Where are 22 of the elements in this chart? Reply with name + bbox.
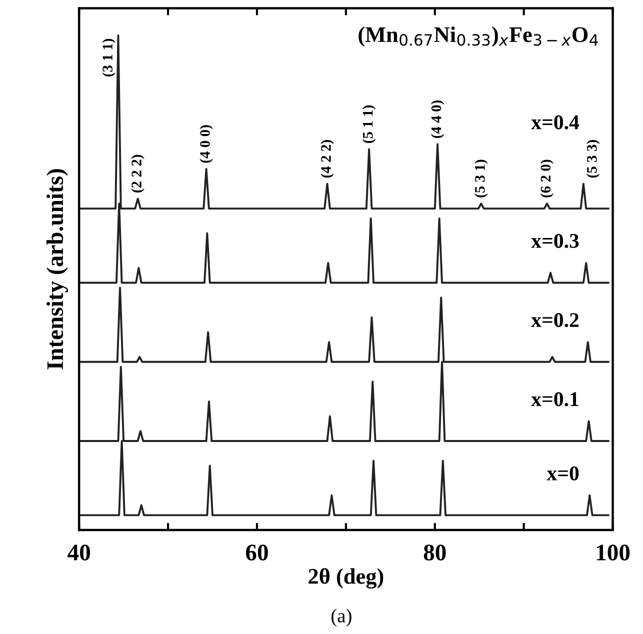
annotation: (3 1 1)	[102, 38, 116, 76]
x-axis-title: 2θ (deg)	[308, 568, 384, 589]
series-label: x=0.2	[531, 313, 579, 328]
text: x=0.4	[531, 115, 580, 130]
annotation: (4 2 2)	[320, 140, 334, 178]
chart-title: (Mn$_{0.67}$Ni$_{0.33}$)$_{x}$Fe$_{3−x}$O$_{4}$	[358, 26, 598, 47]
y-axis-title: Intensity (arb.units)	[46, 169, 68, 370]
series-label: x=0	[546, 466, 579, 480]
annotation: (2 2 2)	[131, 154, 144, 192]
x-tick-label: 80	[424, 544, 446, 561]
annotation: (5 1 1)	[362, 105, 376, 143]
series-label: x=0.3	[531, 234, 579, 248]
x-tick-label: 60	[246, 544, 268, 561]
text: (a)	[331, 608, 352, 626]
annotation: (6 2 0)	[540, 160, 554, 198]
annotation: (5 3 1)	[474, 160, 488, 198]
x-tick-label: 100	[596, 544, 630, 561]
annotation: (4 0 0)	[200, 125, 213, 163]
x-tick-label: 40	[68, 544, 90, 561]
series-label: x=0.1	[531, 392, 578, 406]
annotation: (5 3 3)	[586, 140, 600, 178]
annotation: (4 4 0)	[430, 100, 444, 138]
